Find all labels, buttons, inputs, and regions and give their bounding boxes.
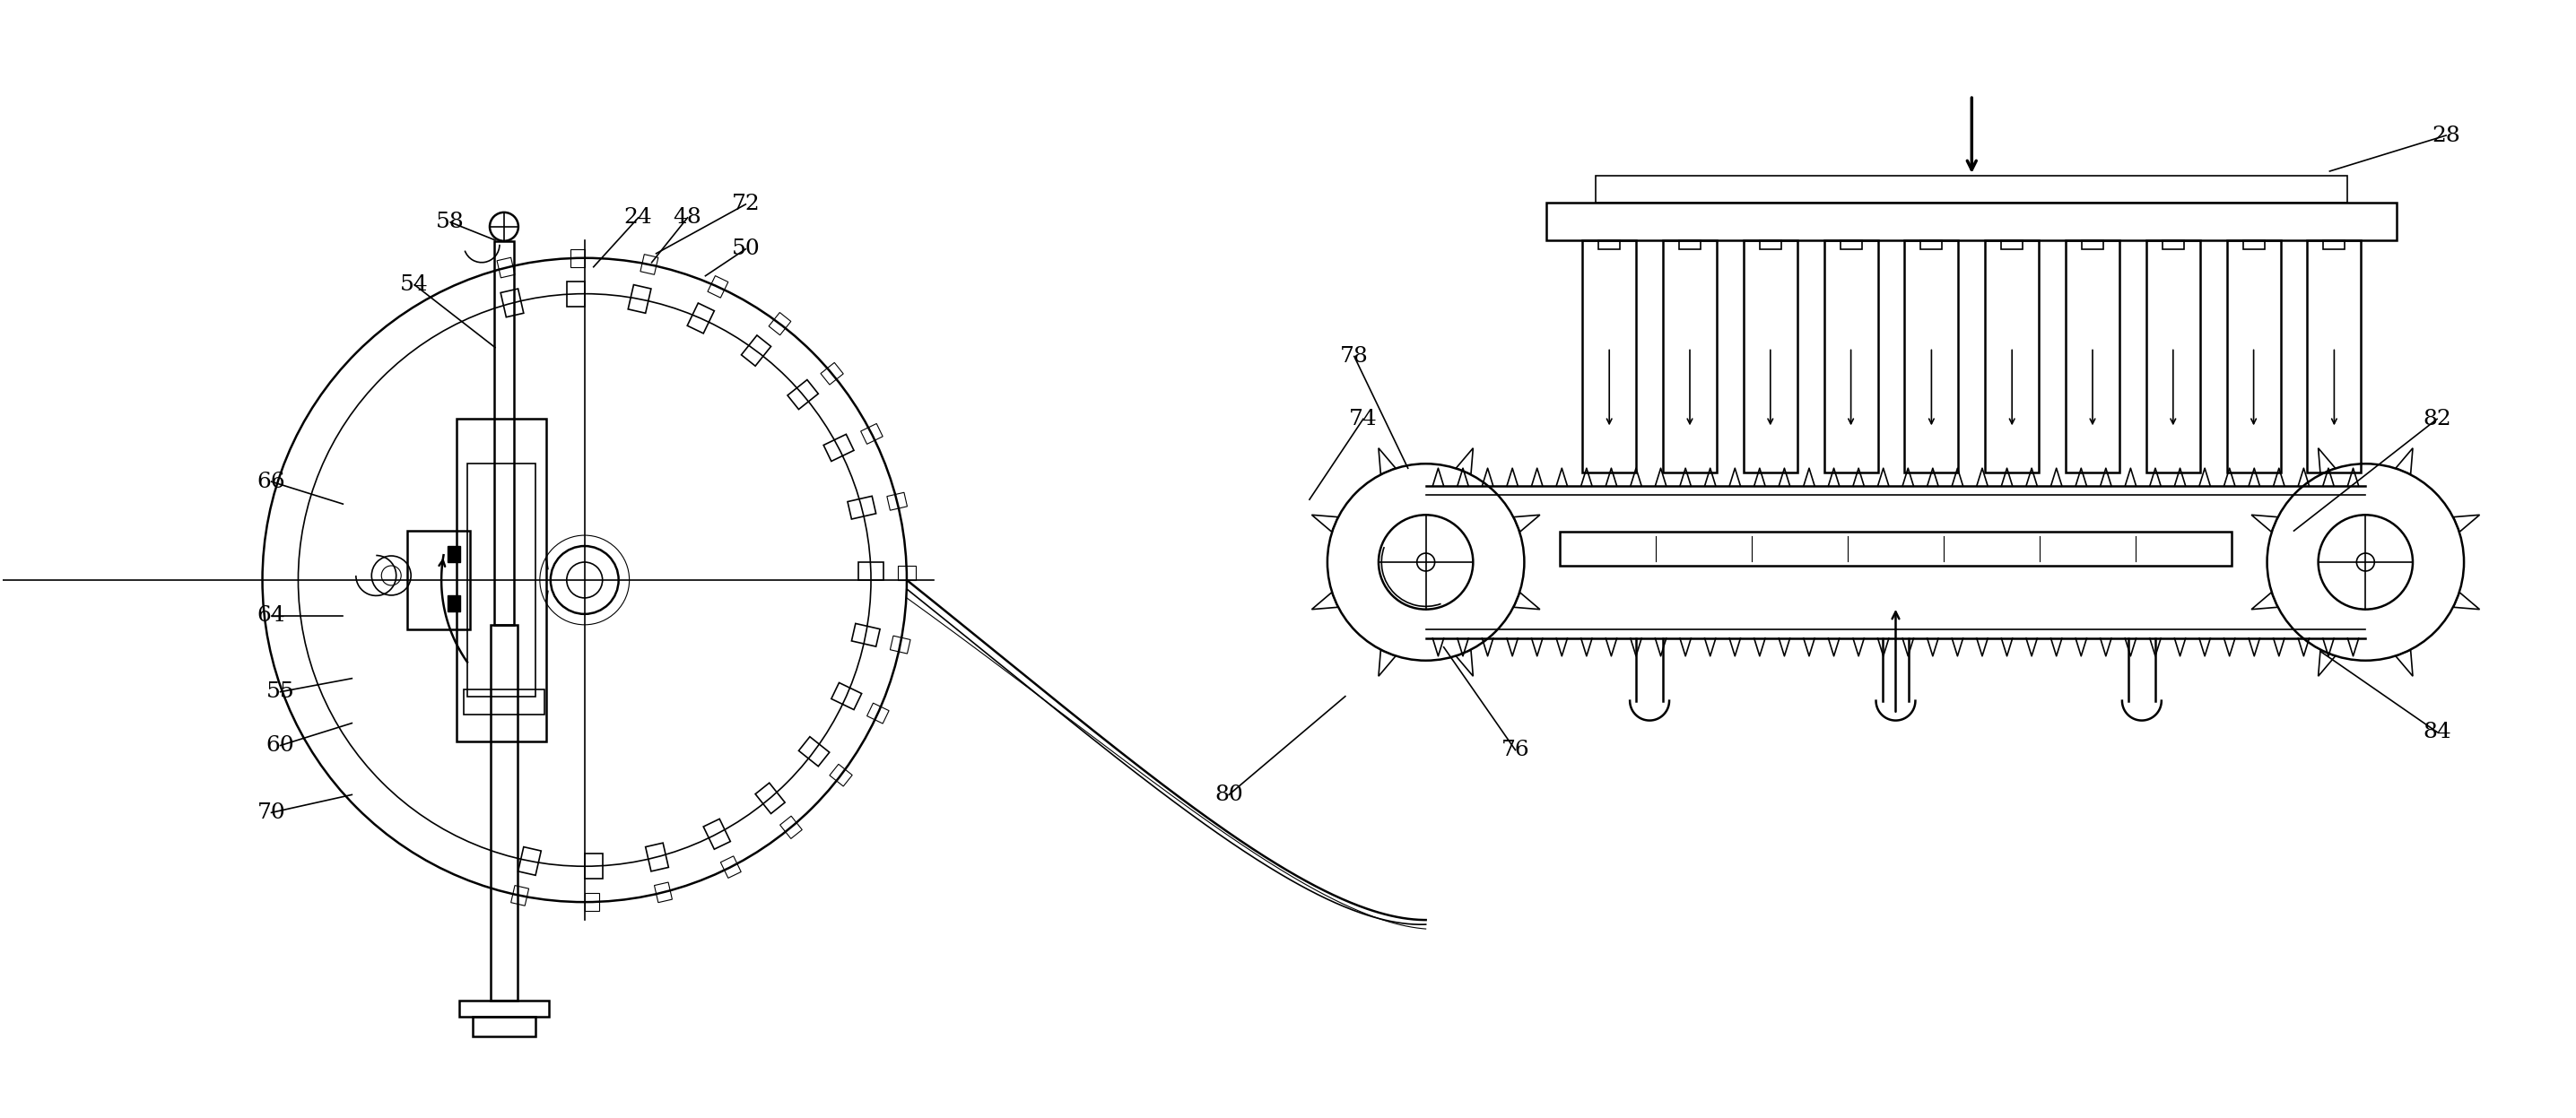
Text: 72: 72 [732,195,760,215]
Bar [2308,240,2362,473]
Text: 54: 54 [399,275,428,295]
Text: 76: 76 [1502,740,1530,760]
Bar [2244,240,2264,249]
Bar [1744,240,1798,473]
Bar [1839,240,1862,249]
Text: 70: 70 [258,803,286,823]
Bar [2066,240,2120,473]
Bar [448,546,461,562]
Bar [1561,532,2231,566]
Bar [466,464,536,697]
Bar [2002,240,2022,249]
Text: 82: 82 [2424,409,2452,429]
Bar [1922,240,1942,249]
Bar [1582,240,1636,473]
Text: 48: 48 [672,208,701,228]
Bar [489,625,518,1001]
Bar [2226,240,2280,473]
Text: 50: 50 [732,239,760,259]
Bar [448,595,461,612]
Bar [474,1016,536,1036]
Text: 74: 74 [1350,409,1378,429]
Bar [1597,176,2347,202]
Bar [1546,202,2396,240]
Bar [495,241,513,625]
Bar [464,689,544,714]
Bar [1759,240,1780,249]
Text: 60: 60 [265,736,294,756]
Bar [2161,240,2184,249]
Bar [2081,240,2102,249]
Bar [1904,240,1958,473]
Bar [1600,240,1620,249]
Bar [459,1001,549,1016]
Text: 58: 58 [435,212,464,233]
Bar [1824,240,1878,473]
Bar [1680,240,1700,249]
Text: 24: 24 [623,208,652,228]
Bar [407,531,469,629]
Bar [1664,240,1716,473]
Text: 78: 78 [1340,347,1368,367]
Text: 28: 28 [2432,125,2460,145]
Bar [1986,240,2038,473]
Text: 80: 80 [1216,785,1244,805]
Text: 55: 55 [265,682,294,702]
Bar [2324,240,2344,249]
Text: 66: 66 [258,472,286,492]
Bar [456,419,546,741]
Text: 64: 64 [258,606,286,626]
Text: 84: 84 [2424,722,2452,742]
Bar [2146,240,2200,473]
